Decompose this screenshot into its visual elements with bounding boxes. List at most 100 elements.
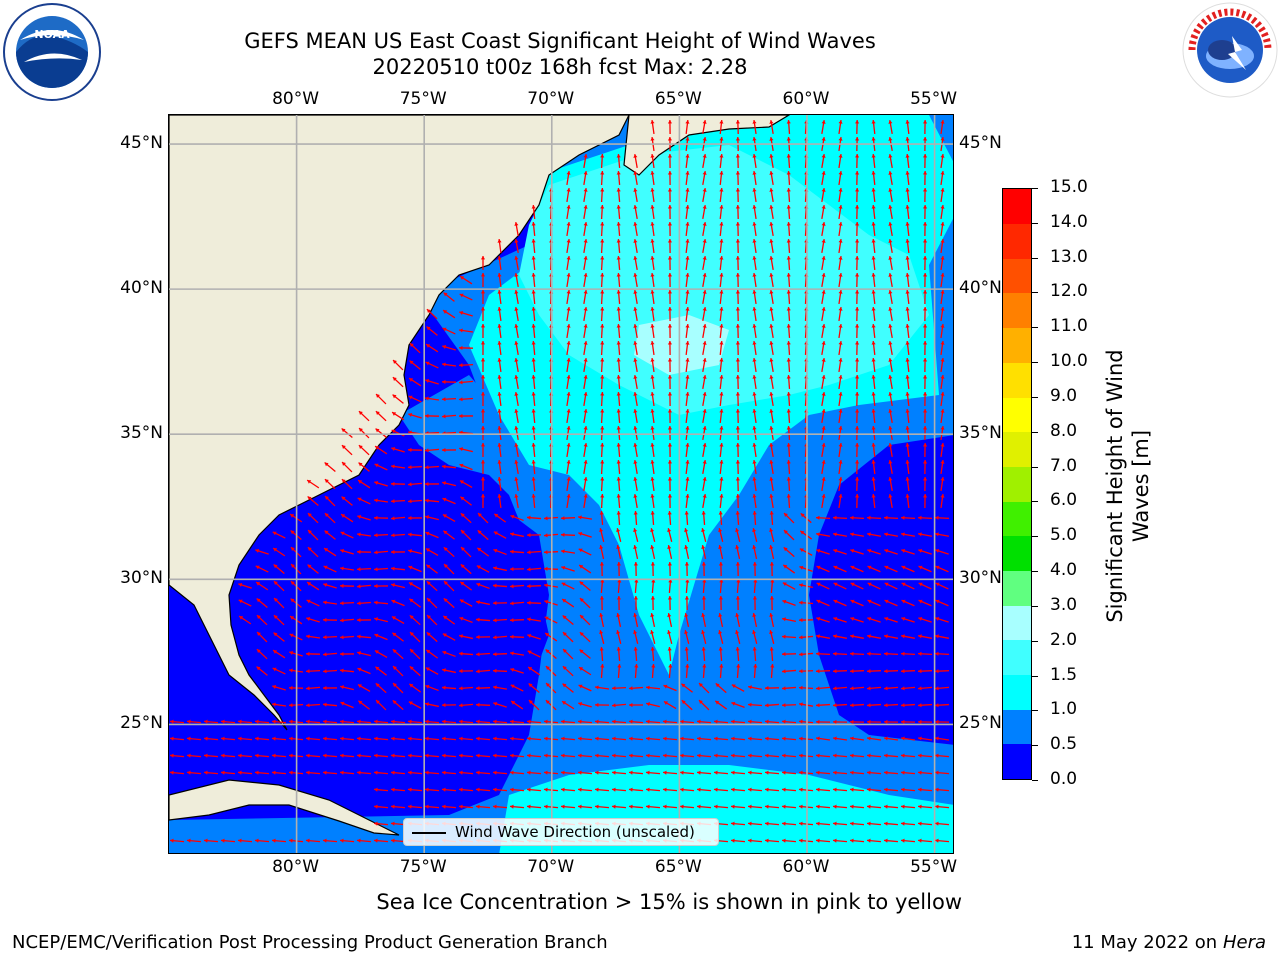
wave-direction-arrowhead — [442, 447, 446, 453]
wave-direction-arrowhead — [685, 443, 690, 447]
longitude-label: 55°W — [910, 89, 958, 109]
wave-direction-arrowhead — [633, 290, 638, 294]
wave-direction-arrowhead — [838, 358, 843, 362]
wave-direction-arrowhead — [510, 601, 514, 606]
wave-direction-arrowhead — [391, 429, 396, 434]
wave-direction-arrowhead — [426, 564, 431, 569]
wave-direction-arrowhead — [719, 273, 724, 277]
wave-direction-arrowhead — [855, 188, 860, 192]
wave-direction-arrowhead — [748, 821, 752, 826]
wave-direction-arrowhead — [307, 496, 312, 501]
wave-direction-arrowhead — [786, 222, 791, 226]
wave-direction-arrowhead — [531, 222, 536, 226]
wave-direction-arrowhead — [833, 515, 837, 520]
longitude-label: 75°W — [399, 857, 447, 877]
wave-direction-arrowhead — [650, 426, 655, 430]
wave-direction-arrowhead — [680, 787, 684, 792]
wave-direction-arrowhead — [833, 565, 838, 570]
wave-direction-arrowhead — [667, 324, 673, 328]
wave-direction-arrowhead — [459, 463, 464, 468]
wave-direction-arrowhead — [838, 409, 843, 413]
latitude-label: 35°N — [959, 423, 1002, 444]
wave-direction-arrowhead — [616, 273, 621, 277]
wave-direction-arrowhead — [650, 120, 655, 124]
wave-direction-arrowhead — [583, 290, 588, 294]
wave-direction-arrowhead — [940, 273, 945, 277]
wave-direction-arrowhead — [497, 409, 502, 413]
wave-direction-arrowhead — [701, 545, 706, 549]
wave-direction-arrowhead — [442, 514, 447, 519]
wave-direction-arrowhead — [531, 205, 536, 209]
colorbar-segment — [1003, 328, 1031, 363]
wave-direction-arrowhead — [650, 188, 655, 192]
wave-direction-arrowhead — [923, 324, 928, 328]
wave-direction-arrowhead — [633, 528, 638, 533]
wave-direction-arrowhead — [884, 719, 888, 724]
wave-direction-arrowhead — [408, 582, 413, 587]
wave-direction-arrowhead — [663, 770, 667, 775]
wave-direction-arrowhead — [531, 426, 536, 430]
wave-direction-arrowhead — [884, 821, 888, 826]
wave-direction-arrowhead — [786, 409, 791, 413]
wave-direction-arrowhead — [735, 392, 740, 396]
wave-direction-arrowhead — [821, 256, 826, 260]
wave-direction-arrowhead — [323, 600, 327, 605]
wave-direction-arrowhead — [905, 120, 910, 124]
wave-direction-arrowhead — [782, 634, 786, 639]
wave-direction-arrowhead — [685, 341, 690, 345]
wave-direction-arrowhead — [612, 686, 616, 691]
wave-direction-arrowhead — [871, 443, 876, 447]
wave-direction-arrowhead — [800, 530, 805, 535]
wave-direction-arrowhead — [905, 256, 910, 260]
wave-direction-arrowhead — [816, 770, 820, 775]
wave-direction-arrowhead — [578, 736, 582, 741]
wave-direction-arrowhead — [884, 736, 888, 741]
wave-direction-arrowhead — [786, 239, 791, 243]
wave-direction-arrowhead — [323, 753, 327, 758]
wave-direction-arrowhead — [752, 392, 757, 396]
wave-direction-arrowhead — [646, 685, 650, 690]
wave-direction-arrowhead — [408, 413, 413, 417]
colorbar-tick-label: 2.0 — [1050, 629, 1078, 650]
wave-direction-arrowhead — [782, 617, 786, 622]
wave-direction-arrowhead — [923, 341, 928, 345]
wave-direction-arrowhead — [510, 719, 514, 724]
colorbar-segment — [1003, 258, 1031, 294]
wave-direction-arrowhead — [765, 787, 769, 792]
wave-direction-arrowhead — [667, 188, 673, 192]
wave-direction-arrowhead — [170, 753, 174, 758]
wave-direction-arrowhead — [459, 651, 463, 656]
wave-direction-arrowhead — [821, 222, 826, 226]
wave-direction-arrowhead — [769, 630, 774, 635]
wave-direction-arrowhead — [650, 511, 655, 515]
wave-direction-arrowhead — [650, 375, 655, 379]
wave-direction-arrowhead — [444, 581, 448, 585]
wave-direction-arrowhead — [714, 753, 718, 758]
wave-direction-arrowhead — [782, 652, 786, 657]
wave-direction-arrowhead — [918, 548, 923, 553]
wave-direction-arrowhead — [374, 481, 379, 485]
wave-direction-arrowhead — [719, 324, 724, 328]
wave-direction-arrowhead — [579, 667, 584, 671]
wave-direction-arrowhead — [735, 528, 740, 533]
wave-direction-arrowhead — [616, 545, 621, 549]
wave-direction-arrowhead — [408, 753, 412, 758]
wave-direction-arrowhead — [425, 379, 430, 383]
wave-direction-arrowhead — [289, 736, 293, 741]
wave-direction-arrowhead — [634, 664, 639, 668]
wave-direction-arrowhead — [323, 770, 327, 775]
wave-direction-arrowhead — [901, 565, 906, 570]
wave-direction-arrowhead — [545, 633, 550, 637]
wave-direction-arrowhead — [816, 753, 820, 758]
wave-direction-arrowhead — [888, 137, 893, 141]
wave-direction-arrowhead — [391, 736, 395, 741]
wave-direction-arrowhead — [867, 804, 871, 809]
wave-direction-arrowhead — [514, 375, 519, 379]
wave-direction-arrowhead — [731, 821, 735, 826]
wave-direction-arrowhead — [583, 205, 588, 209]
wave-direction-arrowhead — [850, 651, 854, 656]
wave-direction-arrowhead — [719, 341, 724, 345]
colorbar-tickmark — [1032, 501, 1038, 503]
wave-direction-arrowhead — [272, 702, 276, 707]
wave-direction-arrowhead — [799, 565, 804, 570]
